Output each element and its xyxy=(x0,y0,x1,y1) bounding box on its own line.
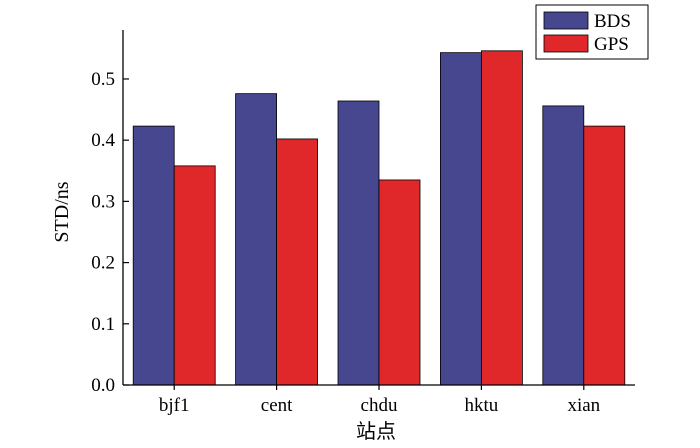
bar-gps-hktu xyxy=(480,50,523,386)
y-tick-label: 0.0 xyxy=(91,375,115,396)
legend-label-bds: BDS xyxy=(594,11,631,32)
bar-bds-cent xyxy=(235,93,278,386)
x-tick-label-xian: xian xyxy=(567,395,600,416)
bar-gps-chdu xyxy=(378,179,421,386)
x-tick-label-hktu: hktu xyxy=(465,395,499,416)
y-tick-label: 0.4 xyxy=(91,130,115,151)
y-ticks-group: 0.0 0.1 0.2 0.3 0.4 0.5 xyxy=(91,69,129,396)
y-axis-title: STD/ns xyxy=(51,181,73,242)
bars-group xyxy=(132,50,626,386)
legend: BDS GPS xyxy=(535,4,649,60)
bar-bds-bjf1 xyxy=(132,125,175,386)
legend-swatch-gps xyxy=(543,34,589,53)
bar-gps-bjf1 xyxy=(173,165,216,386)
y-tick-label: 0.1 xyxy=(91,314,115,335)
x-axis-title: 站点 xyxy=(356,420,396,443)
bar-gps-cent xyxy=(276,138,319,386)
legend-swatch-bds xyxy=(543,11,589,30)
x-tick-label-bjf1: bjf1 xyxy=(159,395,190,416)
bar-gps-xian xyxy=(583,125,626,386)
legend-label-gps: GPS xyxy=(594,34,629,55)
bar-bds-chdu xyxy=(337,100,380,386)
bar-bds-hktu xyxy=(439,52,482,386)
bar-bds-xian xyxy=(542,105,585,386)
y-tick-label: 0.5 xyxy=(91,69,115,90)
y-tick-label: 0.3 xyxy=(91,191,115,212)
x-tick-label-cent: cent xyxy=(261,395,293,416)
x-tick-label-chdu: chdu xyxy=(361,395,398,416)
y-tick-label: 0.2 xyxy=(91,253,115,274)
x-ticks-group: bjf1 cent chdu hktu xian xyxy=(159,385,601,416)
